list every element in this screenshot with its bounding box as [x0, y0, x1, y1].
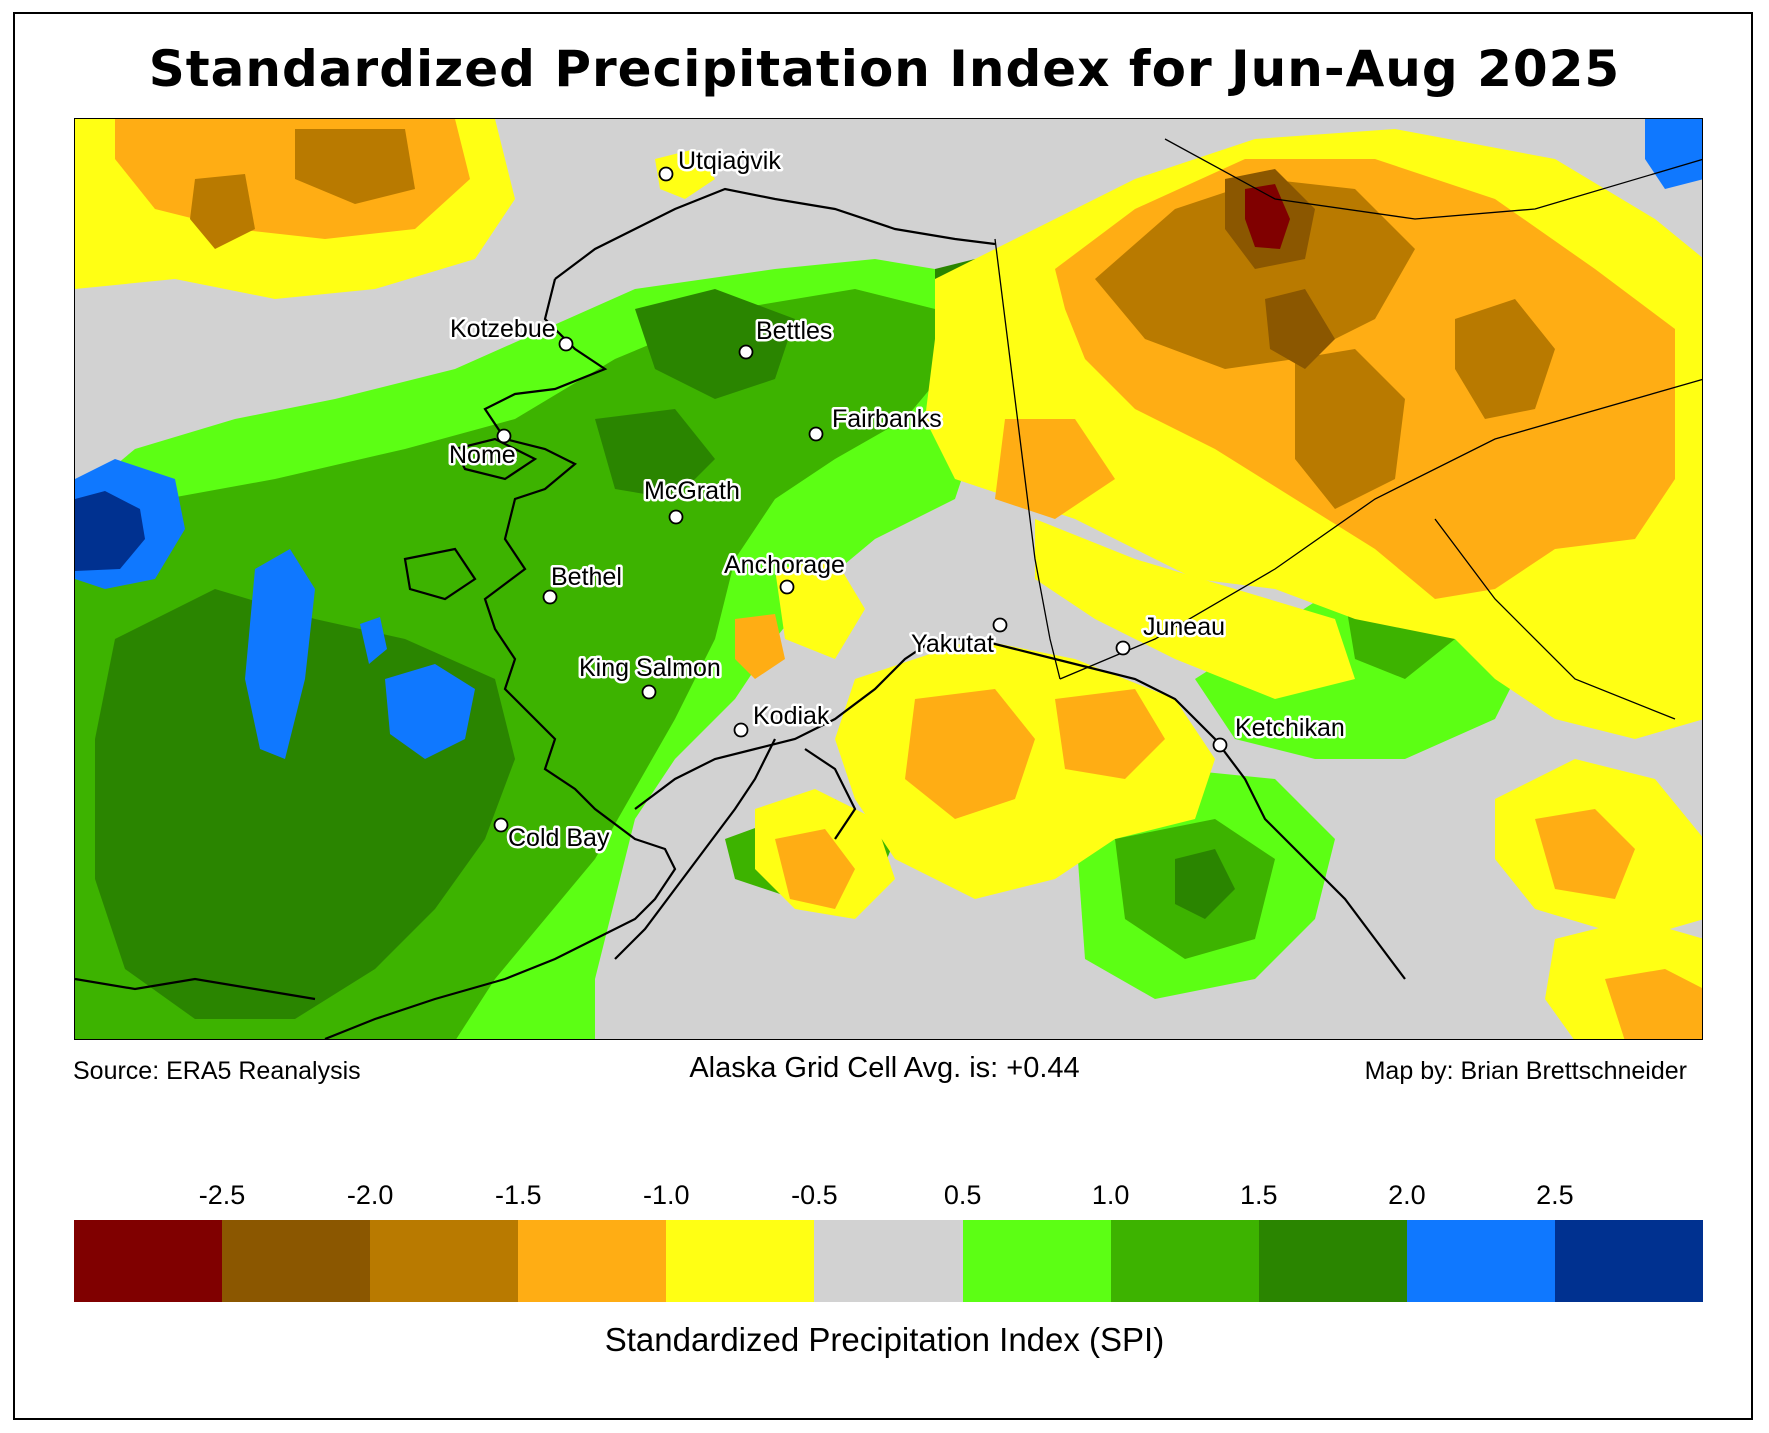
city-marker-yakutat: Yakutat — [909, 617, 1008, 661]
city-marker-bethel: Bethel — [542, 561, 624, 605]
city-label-cold-bay: Cold Bay — [508, 824, 610, 852]
colorbar-tick: 0.5 — [943, 1180, 982, 1210]
figure-frame — [13, 12, 1753, 1420]
credit-note: Map by: Brian Brettschneider — [1364, 1057, 1687, 1085]
colorbar-swatch-4 — [666, 1220, 815, 1302]
colorbar-ticks: -2.5 -2.0 -1.5 -1.0 -0.5 0.5 1.0 1.5 2.0… — [74, 1180, 1703, 1214]
city-marker-nome: Nome — [447, 428, 518, 472]
city-label-king-salmon: King Salmon — [579, 654, 721, 682]
colorbar-tick: -2.5 — [198, 1180, 246, 1210]
city-label-bethel: Bethel — [551, 563, 622, 591]
city-dot-icon — [808, 426, 824, 442]
city-marker-kotzebue: Kotzebue — [448, 313, 574, 352]
city-dot-icon — [992, 617, 1008, 633]
city-marker-bettles: Bettles — [738, 315, 835, 360]
city-dot-icon — [1115, 640, 1131, 656]
city-label-nome: Nome — [449, 441, 516, 469]
city-label-anchorage: Anchorage — [724, 551, 845, 579]
colorbar-tick: 2.0 — [1388, 1180, 1426, 1210]
colorbar-tick: 2.5 — [1536, 1180, 1574, 1210]
colorbar-swatch-7 — [1110, 1220, 1259, 1302]
city-marker-anchorage: Anchorage — [722, 549, 847, 595]
city-marker-kodiak: Kodiak — [733, 700, 832, 738]
city-dot-icon — [1212, 737, 1228, 753]
colorbar-tick: -1.5 — [494, 1180, 542, 1210]
map-title: Standardized Precipitation Index for Jun… — [148, 40, 1621, 98]
spi-map-canvas: Utqiaġvik Kotzebue Bettles Fairbanks Nom… — [75, 119, 1702, 1039]
colorbar-label: Standardized Precipitation Index (SPI) — [604, 1321, 1165, 1358]
city-marker-king-salmon: King Salmon — [577, 652, 723, 700]
colorbar-swatch-0 — [74, 1220, 223, 1302]
colorbar-swatch-3 — [518, 1220, 667, 1302]
colorbar-tick: 1.5 — [1239, 1180, 1278, 1210]
city-dot-icon — [493, 817, 509, 833]
city-marker-fairbanks: Fairbanks — [808, 403, 944, 442]
city-dot-icon — [542, 589, 558, 605]
city-label-utqiagvik: Utqiaġvik — [678, 147, 781, 175]
city-marker-mcgrath: McGrath — [642, 475, 742, 525]
city-label-ketchikan: Ketchikan — [1235, 714, 1345, 742]
boundaries — [994, 138, 1702, 720]
city-dot-icon — [496, 428, 512, 444]
colorbar-swatch-2 — [370, 1220, 519, 1302]
city-dot-icon — [641, 684, 657, 700]
city-label-fairbanks: Fairbanks — [832, 405, 942, 433]
colorbar-swatch-5 — [814, 1220, 963, 1302]
city-label-bettles: Bettles — [756, 317, 832, 345]
city-dot-icon — [733, 722, 749, 738]
city-label-yakutat: Yakutat — [911, 630, 994, 658]
colorbar-swatch-10 — [1554, 1220, 1704, 1302]
city-label-mcgrath: McGrath — [644, 477, 740, 505]
colorbar-tick: -0.5 — [791, 1180, 838, 1210]
colorbar-swatch-8 — [1258, 1220, 1407, 1302]
city-dot-icon — [738, 344, 754, 360]
colorbar — [74, 1220, 1704, 1302]
city-markers: Utqiaġvik Kotzebue Bettles Fairbanks Nom… — [447, 145, 1348, 855]
average-note: Alaska Grid Cell Avg. is: +0.44 — [689, 1052, 1080, 1084]
colorbar-tick: -2.0 — [346, 1180, 394, 1210]
source-note: Source: ERA5 Reanalysis — [73, 1057, 361, 1085]
city-marker-juneau: Juneau — [1115, 611, 1228, 656]
colorbar-swatch-6 — [962, 1220, 1111, 1302]
colorbar-tick: -1.0 — [643, 1180, 690, 1210]
coastline — [75, 187, 1406, 1039]
colorbar-swatch-9 — [1406, 1220, 1555, 1302]
spi-wet-regions — [75, 119, 1702, 1039]
city-label-juneau: Juneau — [1143, 613, 1225, 641]
city-marker-ketchikan: Ketchikan — [1212, 712, 1347, 753]
city-dot-icon — [658, 166, 674, 182]
city-label-kodiak: Kodiak — [753, 702, 830, 730]
city-marker-utqiagvik: Utqiaġvik — [658, 145, 784, 182]
city-dot-icon — [779, 579, 795, 595]
colorbar-swatch-1 — [222, 1220, 371, 1302]
colorbar-tick: 1.0 — [1091, 1180, 1130, 1210]
city-marker-cold-bay: Cold Bay — [493, 817, 612, 855]
spi-dry-regions — [75, 119, 1702, 1039]
city-dot-icon — [668, 509, 684, 525]
city-dot-icon — [558, 336, 574, 352]
city-label-kotzebue: Kotzebue — [450, 315, 556, 343]
spi-map: Utqiaġvik Kotzebue Bettles Fairbanks Nom… — [74, 118, 1703, 1040]
